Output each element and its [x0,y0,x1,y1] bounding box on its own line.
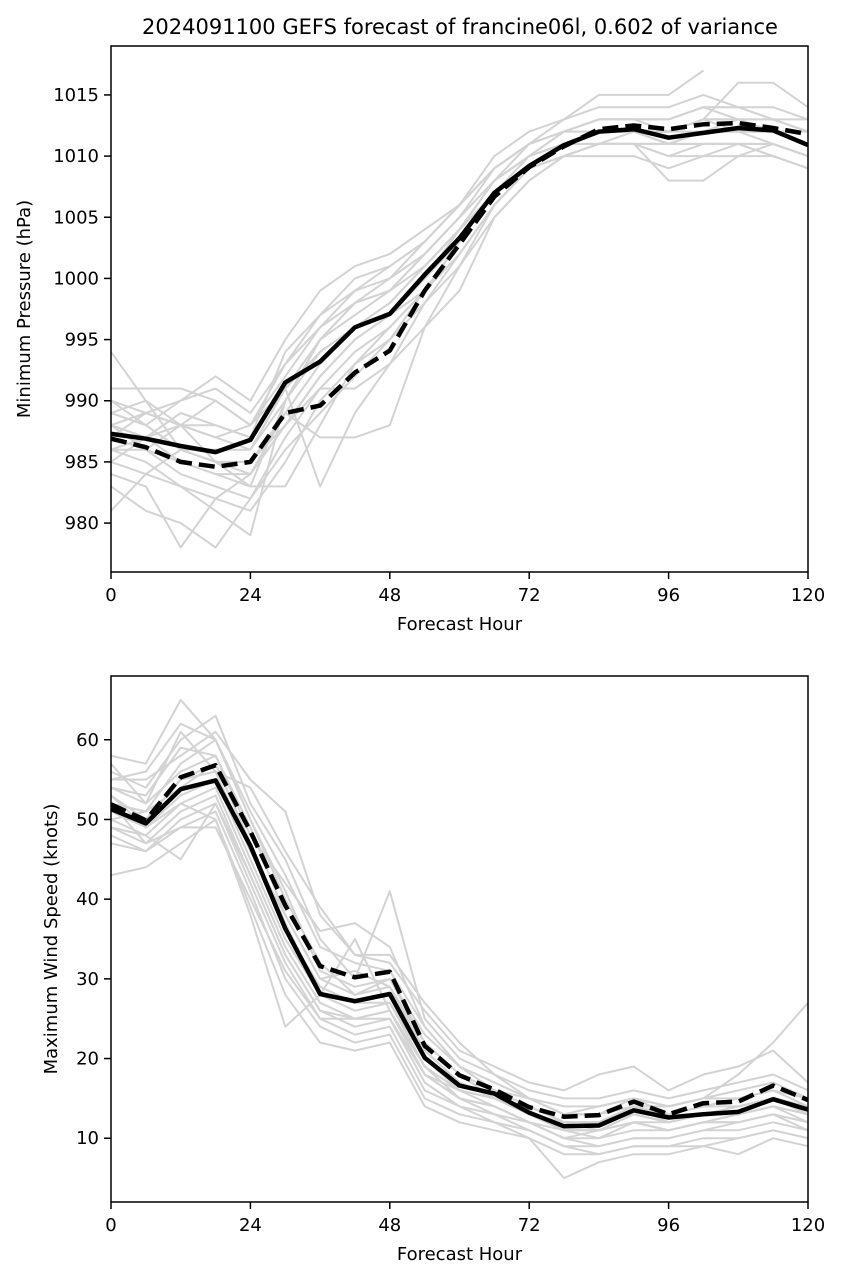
ensemble-member-line [111,810,808,1156]
x-tick-label: 72 [518,585,541,606]
y-tick-label: 1005 [53,207,99,228]
y-tick-label: 995 [65,330,99,351]
y-tick-label: 985 [65,452,99,473]
y-axis-label: Minimum Pressure (hPa) [14,200,35,418]
y-tick-label: 10 [76,1128,99,1149]
y-tick-label: 60 [76,730,99,751]
ensemble-member-line [111,730,808,1100]
y-tick-label: 20 [76,1049,99,1070]
axes-frame [110,45,809,573]
y-tick-label: 30 [76,969,99,990]
dashed-mean-line [111,763,808,1119]
ensemble-member-line [111,802,808,1156]
y-tick-label: 1000 [53,268,99,289]
ensemble-member-line [111,106,808,451]
solid-mean-line [111,778,808,1129]
x-tick-label: 24 [239,585,262,606]
x-tick-label: 48 [378,585,401,606]
y-tick-label: 1010 [53,146,99,167]
ensemble-member-line [111,130,808,488]
y-tick-label: 980 [65,513,99,534]
ensemble-member-line [111,802,808,1140]
ensemble-member-line [111,118,808,463]
plot-area [111,698,808,1180]
x-axis-label: Forecast Hour [397,1244,523,1265]
x-axis-label: Forecast Hour [397,614,523,635]
x-tick-label: 72 [518,1215,541,1236]
ensemble-member-line [111,730,808,1092]
x-tick-label: 120 [791,1215,825,1236]
x-tick-label: 96 [657,1215,680,1236]
wind-speed-chart: 0 24 48 72 96 120 10 20 30 40 50 60 Forecast Hour Max… [41,675,825,1265]
axes-frame [110,675,809,1203]
x-tick-label: 120 [791,585,825,606]
x-tick-label: 24 [239,1215,262,1236]
x-tick-label: 96 [657,585,680,606]
figure-title: 2024091100 GEFS forecast of francine06l,… [142,15,778,39]
dashed-mean-line [111,120,808,470]
ensemble-member-line [111,69,704,427]
solid-mean-line [111,125,808,455]
plot-area [111,69,808,549]
ensemble-member-line [111,155,808,537]
y-tick-label: 40 [76,889,99,910]
x-tick-label: 48 [378,1215,401,1236]
y-tick-label: 990 [65,391,99,412]
x-tick-label: 0 [105,1215,116,1236]
y-tick-label: 50 [76,809,99,830]
y-axis-label: Maximum Wind Speed (knots) [41,804,62,1075]
y-tick-label: 1015 [53,85,99,106]
ensemble-member-line [111,722,808,1116]
x-tick-label: 0 [105,585,116,606]
pressure-chart: 0 24 48 72 96 120 980 985 990 995 1000 1005 1010 1015… [14,45,825,635]
